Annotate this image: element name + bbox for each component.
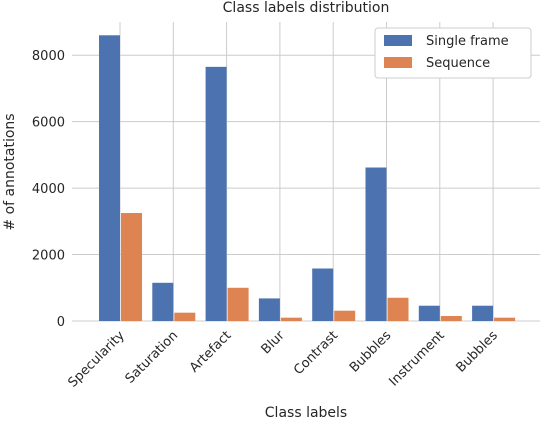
bar-single-frame [365,167,387,321]
bar-sequence [334,310,356,321]
bar-sequence [121,213,142,321]
x-tick-label: Specularity [65,328,128,391]
x-tick-label: Saturation [123,328,182,387]
legend-swatch-sequence [384,57,412,68]
bar-single-frame [258,298,280,321]
bar-single-frame [472,305,494,321]
bar-single-frame [418,305,440,321]
bar-single-frame [312,268,334,321]
bar-sequence [174,312,196,321]
x-tick-label: Contrast [291,328,341,378]
y-tick-label: 2000 [32,249,65,264]
y-tick-label: 4000 [32,182,65,197]
bars [99,35,516,322]
legend-box [374,27,532,79]
bar-sequence [440,316,462,321]
x-axis-title: Class labels [265,405,347,421]
y-axis-ticks: 0 2000 4000 6000 8000 [32,49,65,330]
y-axis-title: # of annotations [2,113,18,230]
bar-single-frame [152,282,174,321]
x-tick-label: Instrument [386,328,447,389]
y-tick-label: 8000 [32,49,65,64]
legend-swatch-single-frame [384,35,412,46]
bar-sequence [227,287,249,321]
y-tick-label: 0 [57,315,65,330]
legend: Single frame Sequence [374,27,532,79]
x-tick-label: Artefact [187,328,234,375]
x-tick-label: Bubbles [454,328,502,376]
y-tick-label: 6000 [32,116,65,131]
x-tick-label: Bubbles [347,328,395,376]
bar-sequence [280,317,302,321]
x-tick-label: Blur [259,328,289,358]
bar-sequence [387,297,409,321]
legend-label-sequence: Sequence [426,56,490,71]
chart-title: Class labels distribution [223,0,390,16]
bar-single-frame [205,66,227,321]
legend-label-single-frame: Single frame [426,34,509,49]
bar-single-frame [99,35,120,322]
bar-sequence [494,317,516,321]
